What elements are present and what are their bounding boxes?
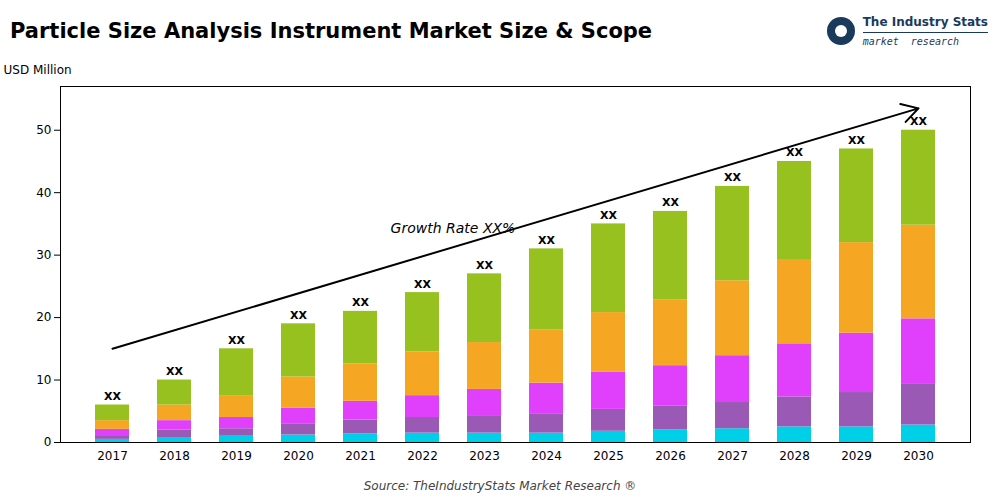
svg-text:XX: XX xyxy=(414,278,431,291)
html-text:market research: market research xyxy=(862,36,959,47)
svg-text:20: 20 xyxy=(36,310,51,324)
svg-text:0: 0 xyxy=(44,435,52,449)
svg-text:2029: 2029 xyxy=(841,449,872,463)
html-text:The Industry Stats: The Industry Stats xyxy=(862,15,988,29)
svg-text:2019: 2019 xyxy=(221,449,252,463)
svg-text:USD Million: USD Million xyxy=(4,63,72,77)
svg-text:XX: XX xyxy=(600,209,617,222)
html-text:Particle Size Analysis Instrum: Particle Size Analysis Instrument Market… xyxy=(10,19,653,43)
svg-text:2017: 2017 xyxy=(97,449,128,463)
svg-text:XX: XX xyxy=(724,171,741,184)
html-text:Source: TheIndustryStats Marke: Source: TheIndustryStats Market Research… xyxy=(363,479,637,493)
svg-text:2028: 2028 xyxy=(779,449,810,463)
svg-text:2018: 2018 xyxy=(159,449,190,463)
svg-text:2025: 2025 xyxy=(593,449,624,463)
svg-text:2020: 2020 xyxy=(283,449,314,463)
svg-text:10: 10 xyxy=(36,373,51,387)
svg-text:XX: XX xyxy=(290,309,307,322)
svg-text:2024: 2024 xyxy=(531,449,562,463)
svg-text:XX: XX xyxy=(910,115,927,128)
svg-text:2027: 2027 xyxy=(717,449,748,463)
svg-text:XX: XX xyxy=(786,146,803,159)
svg-text:40: 40 xyxy=(36,186,51,200)
svg-text:XX: XX xyxy=(352,296,369,309)
svg-text:XX: XX xyxy=(476,259,493,272)
svg-text:XX: XX xyxy=(104,390,121,403)
svg-text:XX: XX xyxy=(538,234,555,247)
svg-text:XX: XX xyxy=(848,134,865,147)
svg-text:30: 30 xyxy=(36,248,51,262)
svg-text:2022: 2022 xyxy=(407,449,438,463)
svg-text:Growth Rate XX%: Growth Rate XX% xyxy=(391,220,516,236)
svg-text:2030: 2030 xyxy=(903,449,934,463)
svg-text:XX: XX xyxy=(228,334,245,347)
svg-text:XX: XX xyxy=(166,365,183,378)
svg-text:2023: 2023 xyxy=(469,449,500,463)
svg-text:2021: 2021 xyxy=(345,449,376,463)
svg-text:50: 50 xyxy=(36,123,51,137)
svg-text:2026: 2026 xyxy=(655,449,686,463)
svg-text:XX: XX xyxy=(662,196,679,209)
